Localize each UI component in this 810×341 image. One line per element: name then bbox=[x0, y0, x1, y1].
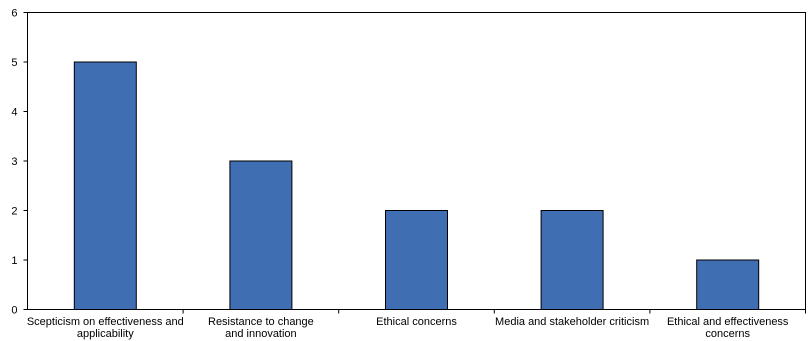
bar bbox=[540, 210, 604, 310]
x-tick-label-line: Resistance to change bbox=[208, 316, 314, 328]
y-tick-label: 1 bbox=[11, 255, 17, 267]
x-tick-label-line: Ethical concerns bbox=[376, 316, 457, 328]
y-tick-label: 6 bbox=[11, 8, 17, 20]
x-tick-label-line: Ethical and effectiveness bbox=[667, 316, 789, 328]
x-tick-label: Ethical concerns bbox=[376, 316, 457, 328]
x-tick-label: Resistance to change and innovation bbox=[208, 316, 314, 340]
bar bbox=[229, 160, 293, 310]
bar bbox=[385, 210, 448, 310]
y-tick-label: 5 bbox=[11, 57, 17, 69]
x-tick-label-line: Media and stakeholder criticism bbox=[495, 316, 649, 328]
y-axis: 0 1 2 3 4 5 6 bbox=[11, 8, 28, 317]
x-axis-labels: Scepticism on effectiveness and applicabi… bbox=[27, 309, 806, 340]
x-tick-label: Media and stakeholder criticism bbox=[495, 316, 649, 328]
x-tick-label-line: Scepticism on effectiveness and bbox=[27, 316, 184, 328]
bar bbox=[73, 61, 137, 310]
x-tick-label: Ethical and effectiveness concerns bbox=[667, 316, 789, 340]
x-tick-label-line: and innovation bbox=[225, 328, 297, 340]
y-tick-label: 2 bbox=[11, 206, 17, 218]
bar bbox=[696, 259, 760, 310]
x-tick-label-line: applicability bbox=[77, 328, 134, 340]
x-tick-label: Scepticism on effectiveness and applicabi… bbox=[27, 316, 184, 340]
bars bbox=[73, 61, 760, 310]
y-tick-label: 3 bbox=[11, 156, 17, 168]
y-tick-label: 0 bbox=[11, 305, 17, 317]
x-tick-label-line: concerns bbox=[705, 328, 750, 340]
y-tick-label: 4 bbox=[11, 107, 17, 119]
